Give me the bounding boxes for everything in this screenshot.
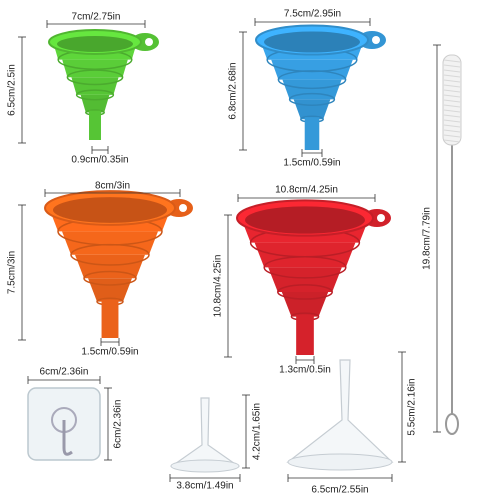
- dimension-label: 4.2cm/1.65in: [252, 403, 263, 460]
- bristle: [443, 109, 461, 113]
- dimension-label: 19.8cm/7.79in: [422, 207, 433, 270]
- bristle: [443, 104, 461, 108]
- bristle: [443, 74, 461, 78]
- bristle: [443, 129, 461, 133]
- funnel-tier: [268, 267, 342, 292]
- handle-hole: [372, 36, 380, 44]
- handle-hole: [179, 204, 187, 212]
- bristle: [443, 134, 461, 138]
- funnel-opening: [57, 36, 133, 52]
- funnel-tier: [62, 231, 158, 255]
- dimension-label: 8cm/3in: [95, 181, 130, 192]
- hook: [62, 420, 73, 456]
- bristle: [443, 89, 461, 93]
- clear-funnel-rim: [287, 453, 393, 471]
- funnel-tier: [271, 59, 353, 80]
- funnel-opening: [264, 31, 360, 53]
- brush-bristles: [442, 54, 462, 146]
- dimension-label: 6.5cm/2.55in: [311, 485, 368, 496]
- funnel-tier: [75, 254, 145, 279]
- handle-hole: [377, 214, 385, 222]
- bristle: [443, 84, 461, 88]
- dimension-label: 6.5cm/2.5in: [7, 64, 18, 116]
- funnel-tier: [254, 242, 356, 268]
- dimension-label: 1.5cm/0.59in: [81, 347, 138, 358]
- dimension-label: 6.8cm/2.68in: [228, 62, 239, 119]
- bristle: [443, 59, 461, 63]
- bristle: [443, 124, 461, 128]
- bristle: [443, 119, 461, 123]
- tier-ridge: [75, 89, 115, 101]
- handle-hole: [145, 38, 153, 46]
- bristle: [443, 114, 461, 118]
- dimension-label: 6cm/2.36in: [113, 400, 124, 449]
- funnel-spout: [296, 314, 314, 355]
- dimension-label: 7.5cm/3in: [7, 251, 18, 294]
- dimension-label: 10.8cm/4.25in: [275, 185, 338, 196]
- funnel-spout: [304, 117, 320, 150]
- dimension-label: 5.5cm/2.16in: [407, 378, 418, 435]
- bristle: [443, 94, 461, 98]
- funnel-opening: [53, 197, 167, 223]
- tier-ridge: [277, 284, 333, 300]
- clear-funnel: [170, 397, 240, 467]
- dimension-label: 10.8cm/4.25in: [213, 255, 224, 318]
- bristle: [443, 64, 461, 68]
- dimension-label: 0.9cm/0.35in: [71, 155, 128, 166]
- funnel-spout: [89, 110, 101, 140]
- dimension-label: 6cm/2.36in: [40, 367, 89, 378]
- bristle: [443, 79, 461, 83]
- dimension-label: 7.5cm/2.95in: [284, 9, 341, 20]
- funnel-spout: [101, 299, 119, 338]
- dimension-label: 1.5cm/0.59in: [283, 158, 340, 169]
- dimension-label: 7cm/2.75in: [72, 12, 121, 23]
- bristle: [443, 69, 461, 73]
- bristle: [443, 139, 461, 143]
- dimension-label: 1.3cm/0.5in: [279, 365, 331, 376]
- bristle: [443, 99, 461, 103]
- tier-ridge: [83, 270, 137, 286]
- tier-ridge: [66, 69, 124, 86]
- tier-ridge: [288, 92, 336, 106]
- clear-funnel-rim: [170, 459, 240, 473]
- brush-loop: [445, 413, 459, 435]
- dimension-label: 3.8cm/1.49in: [176, 481, 233, 492]
- funnel-opening: [245, 206, 365, 234]
